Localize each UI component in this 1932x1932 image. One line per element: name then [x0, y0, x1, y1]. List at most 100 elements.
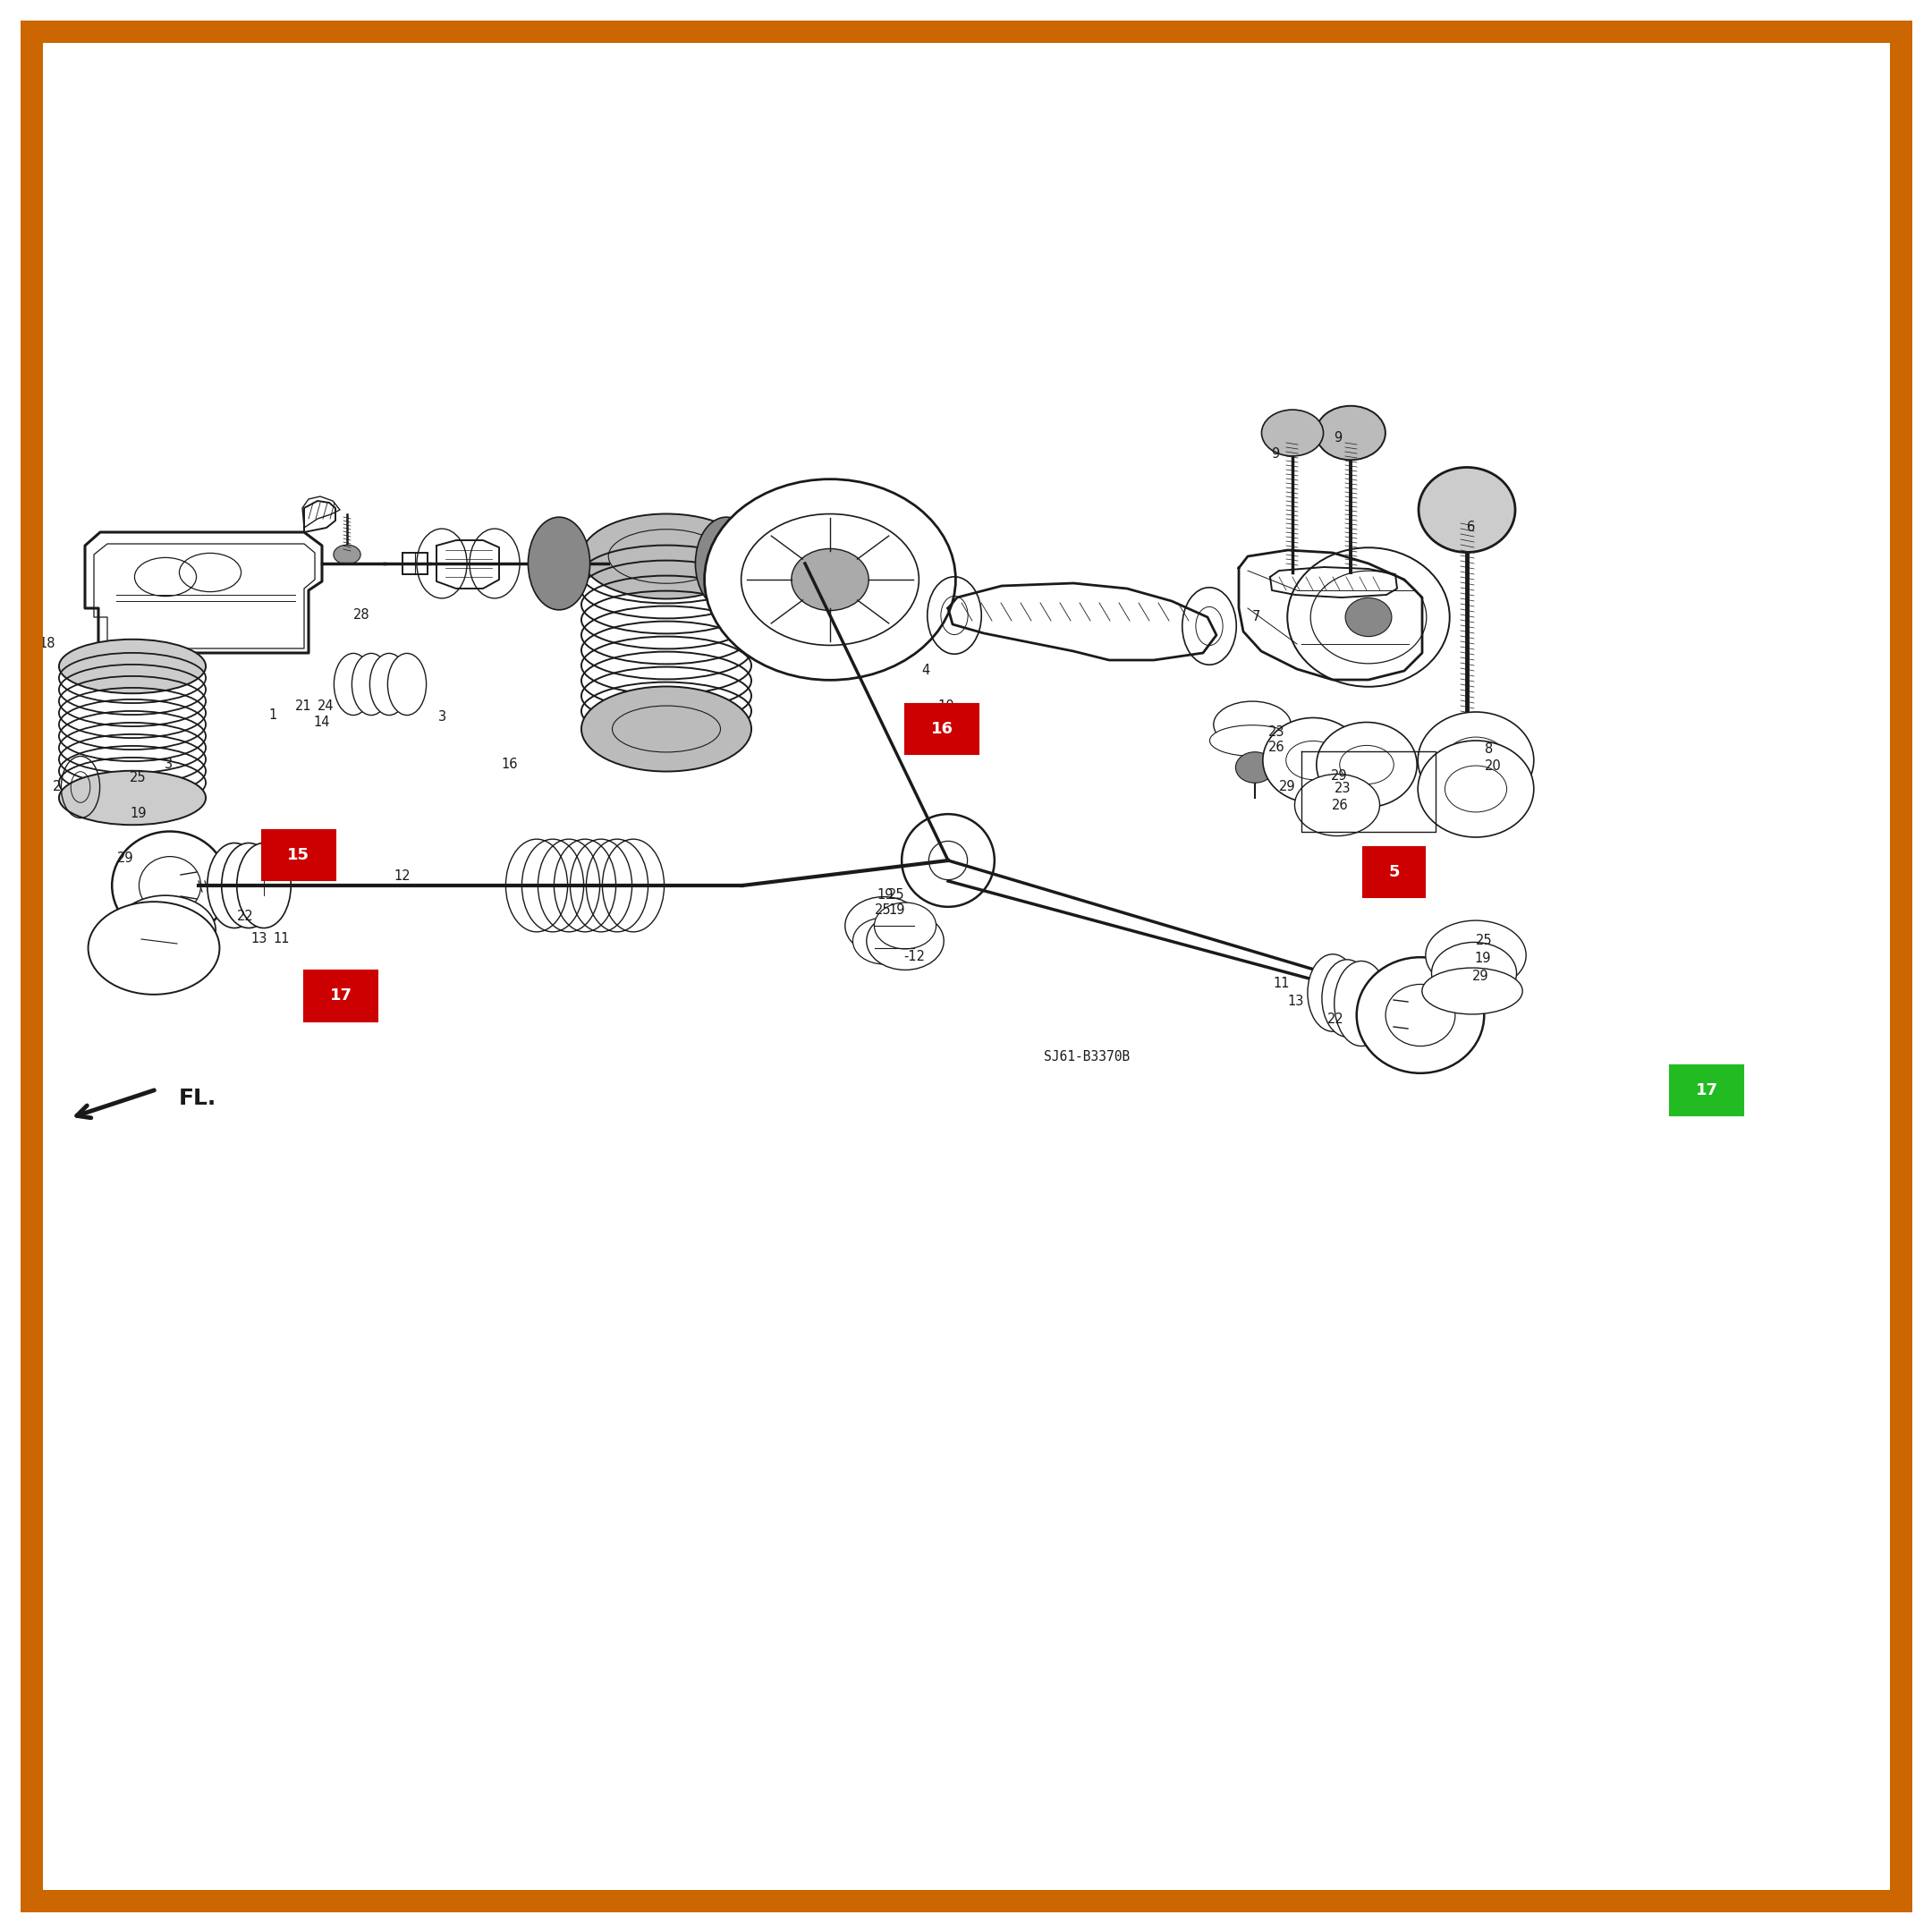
- Ellipse shape: [582, 514, 752, 599]
- Ellipse shape: [1432, 943, 1517, 1005]
- Text: 27: 27: [954, 740, 970, 753]
- Text: 10: 10: [937, 699, 954, 713]
- Ellipse shape: [1426, 920, 1526, 989]
- Ellipse shape: [60, 639, 207, 694]
- Text: 9: 9: [1333, 431, 1341, 444]
- Text: SJ61-B3370B: SJ61-B3370B: [1043, 1051, 1130, 1065]
- Text: 17: 17: [1696, 1082, 1718, 1099]
- Text: 25: 25: [889, 887, 906, 900]
- Ellipse shape: [1418, 713, 1534, 810]
- Ellipse shape: [1294, 775, 1379, 837]
- Ellipse shape: [1213, 701, 1291, 748]
- Text: 23: 23: [1335, 782, 1350, 796]
- FancyBboxPatch shape: [904, 703, 978, 753]
- Text: 5: 5: [1389, 864, 1399, 881]
- Text: 26: 26: [1333, 798, 1349, 811]
- Text: 29: 29: [1472, 970, 1490, 983]
- Text: 14: 14: [313, 717, 330, 730]
- Text: 4: 4: [922, 665, 929, 678]
- Text: 29: 29: [1331, 769, 1349, 782]
- Text: 13: 13: [1287, 995, 1304, 1009]
- Ellipse shape: [902, 813, 995, 906]
- Text: 17: 17: [330, 987, 352, 1005]
- Ellipse shape: [1356, 956, 1484, 1072]
- Polygon shape: [301, 497, 340, 527]
- Ellipse shape: [696, 518, 757, 611]
- Ellipse shape: [1422, 968, 1522, 1014]
- Ellipse shape: [1236, 752, 1275, 782]
- Text: 20: 20: [1486, 759, 1501, 773]
- Ellipse shape: [1316, 406, 1385, 460]
- Text: 22: 22: [1327, 1012, 1345, 1026]
- Text: 29: 29: [1279, 781, 1296, 794]
- Polygon shape: [402, 553, 427, 574]
- Ellipse shape: [238, 842, 292, 927]
- Ellipse shape: [1345, 597, 1391, 636]
- Text: 26: 26: [1267, 742, 1285, 755]
- Ellipse shape: [867, 912, 945, 970]
- Ellipse shape: [1335, 960, 1389, 1045]
- Text: 9: 9: [1271, 448, 1279, 462]
- Polygon shape: [85, 531, 323, 653]
- Text: 13: 13: [251, 933, 267, 947]
- Text: 1: 1: [269, 709, 278, 723]
- Ellipse shape: [334, 653, 373, 715]
- Text: 11: 11: [1273, 978, 1291, 991]
- Text: 19: 19: [877, 887, 893, 900]
- Text: 18: 18: [39, 638, 56, 651]
- Ellipse shape: [60, 771, 207, 825]
- Ellipse shape: [207, 842, 261, 927]
- Text: 23: 23: [1267, 724, 1285, 738]
- Text: 16: 16: [931, 721, 952, 738]
- Text: FL.: FL.: [180, 1088, 216, 1109]
- Ellipse shape: [875, 902, 937, 949]
- Ellipse shape: [388, 653, 427, 715]
- Text: 28: 28: [354, 609, 369, 622]
- Ellipse shape: [1418, 740, 1534, 837]
- Text: 24: 24: [317, 699, 334, 713]
- FancyBboxPatch shape: [1669, 1066, 1743, 1115]
- Polygon shape: [1269, 568, 1397, 597]
- Text: 8: 8: [1486, 742, 1493, 755]
- Text: 12: 12: [394, 869, 412, 883]
- Ellipse shape: [116, 895, 216, 964]
- Text: 6: 6: [1466, 522, 1476, 535]
- Text: 2: 2: [52, 781, 60, 794]
- FancyBboxPatch shape: [263, 831, 336, 881]
- Ellipse shape: [582, 686, 752, 771]
- Text: 19: 19: [1474, 952, 1492, 966]
- Polygon shape: [1238, 551, 1422, 680]
- Text: 3: 3: [439, 711, 446, 724]
- Polygon shape: [949, 583, 1217, 661]
- Ellipse shape: [1262, 410, 1323, 456]
- Ellipse shape: [112, 831, 228, 939]
- Text: 22: 22: [238, 910, 253, 923]
- Ellipse shape: [369, 653, 408, 715]
- Ellipse shape: [1308, 954, 1358, 1032]
- Ellipse shape: [1316, 723, 1416, 808]
- Text: 19: 19: [889, 904, 906, 918]
- Ellipse shape: [334, 545, 361, 564]
- Ellipse shape: [792, 549, 869, 611]
- Text: 29: 29: [118, 852, 133, 866]
- FancyBboxPatch shape: [303, 970, 379, 1020]
- Text: -12: -12: [904, 951, 925, 964]
- Ellipse shape: [222, 842, 276, 927]
- Ellipse shape: [527, 518, 589, 611]
- Ellipse shape: [1418, 468, 1515, 553]
- Text: 25: 25: [1476, 935, 1493, 949]
- Text: 25: 25: [875, 904, 891, 918]
- Ellipse shape: [1321, 960, 1372, 1037]
- Ellipse shape: [1209, 724, 1294, 755]
- Text: 19: 19: [129, 808, 147, 821]
- Ellipse shape: [352, 653, 390, 715]
- Text: 25: 25: [129, 771, 147, 784]
- Text: 21: 21: [296, 699, 311, 713]
- Text: 3: 3: [164, 757, 172, 771]
- Ellipse shape: [1264, 719, 1364, 804]
- Text: 15: 15: [288, 846, 309, 864]
- Ellipse shape: [852, 918, 914, 964]
- Ellipse shape: [844, 896, 922, 954]
- Text: 7: 7: [1252, 611, 1260, 624]
- Ellipse shape: [705, 479, 956, 680]
